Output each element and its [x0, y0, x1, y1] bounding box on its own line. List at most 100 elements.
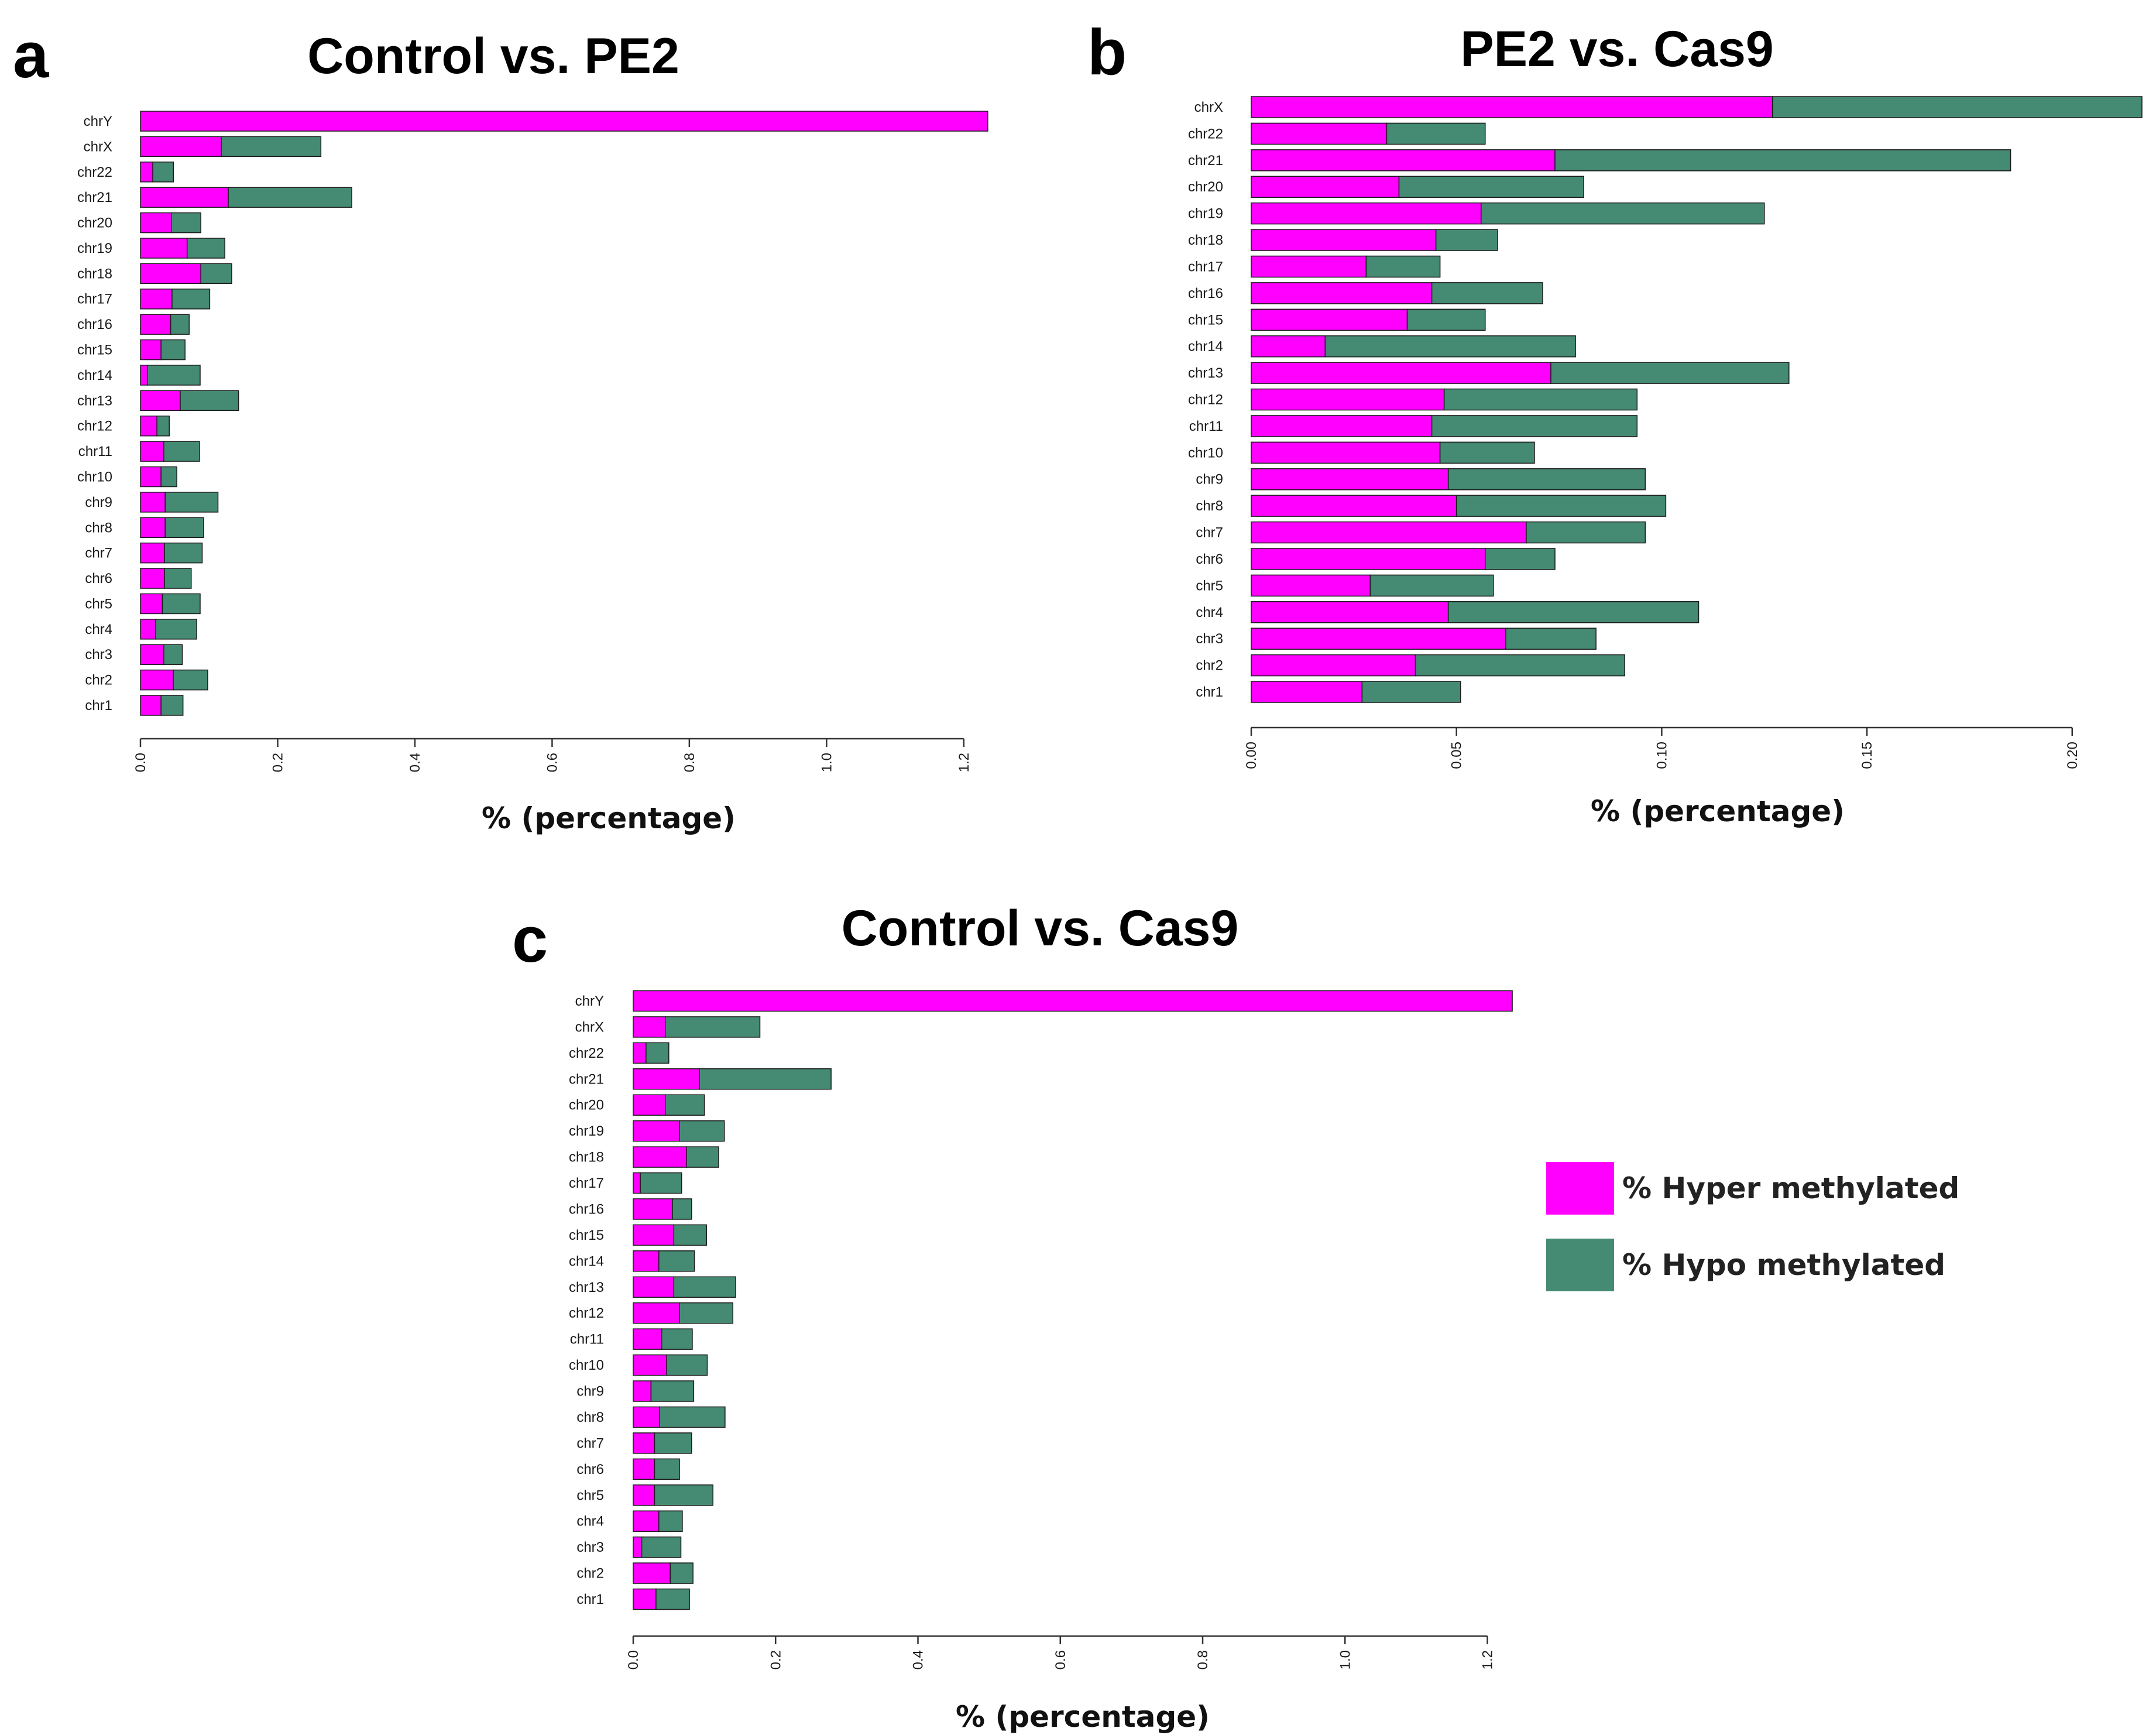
bar-hyper-chr13: [1251, 362, 1551, 384]
bar-hypo-chr12: [156, 415, 170, 437]
x-tick-label: 1.0: [819, 753, 835, 772]
panel-b-letter: b: [1087, 16, 1127, 88]
category-label-chr22: chr22: [1188, 126, 1223, 142]
category-label-chr14: chr14: [1188, 339, 1223, 355]
bar-hyper-chr10: [140, 466, 162, 488]
panel-c-xlabel: % (percentage): [956, 1700, 1210, 1734]
category-label-chr5: chr5: [576, 1487, 604, 1503]
bar-hypo-chr13: [673, 1276, 736, 1298]
category-label-chrX: chrX: [1194, 100, 1223, 115]
bar-hyper-chr15: [140, 339, 162, 361]
x-tick-label: 0.15: [1859, 742, 1875, 769]
bar-hypo-chr20: [664, 1094, 705, 1116]
bar-hypo-chr15: [160, 339, 186, 361]
bar-hyper-chr1: [140, 695, 162, 716]
x-tick-label: 0.4: [407, 753, 423, 772]
bar-hypo-chr5: [1369, 574, 1494, 597]
category-label-chr21: chr21: [77, 190, 112, 205]
bar-hyper-chr19: [1251, 202, 1482, 225]
bar-hyper-chr13: [140, 390, 181, 412]
panel-c-title: Control vs. Cas9: [842, 900, 1239, 956]
x-tick-label: 0.4: [911, 1650, 926, 1669]
bar-hyper-chr17: [140, 288, 173, 310]
category-label-chr7: chr7: [576, 1435, 604, 1451]
bar-hyper-chr9: [633, 1380, 652, 1402]
x-tick-label: 0.0: [133, 753, 149, 772]
bar-hypo-chr22: [646, 1042, 670, 1064]
category-label-chr13: chr13: [569, 1280, 604, 1295]
bar-hyper-chr2: [140, 669, 174, 691]
bar-hypo-chrX: [664, 1016, 761, 1038]
bar-hypo-chr5: [654, 1484, 713, 1506]
bar-hypo-chr7: [1526, 521, 1646, 544]
legend-hyper-swatch: [1546, 1162, 1614, 1215]
bar-hyper-chr9: [1251, 468, 1449, 491]
category-label-chr13: chr13: [1188, 365, 1223, 381]
bar-hypo-chr19: [186, 238, 225, 259]
bar-hyper-chr16: [140, 314, 171, 335]
bar-hyper-chr5: [1251, 574, 1371, 597]
bar-hypo-chr15: [1406, 308, 1486, 331]
bar-hyper-chr19: [140, 238, 188, 259]
category-label-chr11: chr11: [78, 444, 112, 460]
bar-hypo-chr14: [1324, 335, 1576, 358]
bar-hypo-chr17: [171, 288, 211, 310]
category-label-chr17: chr17: [569, 1175, 604, 1191]
category-label-chr6: chr6: [85, 571, 112, 587]
bar-hyper-chrX: [633, 1016, 666, 1038]
bar-hyper-chr21: [1251, 149, 1556, 172]
bar-hyper-chr6: [1251, 548, 1486, 570]
bar-hyper-chr12: [1251, 388, 1445, 411]
bar-hyper-chr21: [140, 187, 229, 208]
bar-hyper-chr9: [140, 492, 166, 513]
bar-hyper-chr11: [140, 441, 164, 462]
category-label-chr22: chr22: [569, 1045, 604, 1061]
category-label-chr16: chr16: [569, 1201, 604, 1217]
bar-hyper-chr14: [1251, 335, 1326, 358]
bar-hyper-chr22: [633, 1042, 647, 1064]
bar-hyper-chr5: [140, 593, 163, 615]
bar-hyper-chr8: [633, 1406, 660, 1428]
bar-hypo-chr18: [686, 1146, 719, 1168]
bar-hypo-chr20: [1398, 176, 1584, 198]
bar-hyper-chr12: [140, 415, 157, 437]
category-label-chr2: chr2: [1196, 658, 1223, 674]
bar-hyper-chr5: [633, 1484, 655, 1506]
bar-hyper-chrX: [140, 136, 222, 157]
category-label-chr19: chr19: [1188, 206, 1223, 222]
bar-hypo-chr16: [672, 1198, 692, 1220]
bar-hypo-chr3: [1505, 628, 1597, 650]
category-label-chr1: chr1: [85, 698, 112, 714]
bar-hypo-chr6: [1485, 548, 1556, 570]
bar-hyper-chr20: [633, 1094, 666, 1116]
category-label-chr13: chr13: [77, 393, 112, 409]
category-label-chr18: chr18: [1188, 232, 1223, 248]
bar-hyper-chr17: [1251, 255, 1367, 278]
category-label-chr18: chr18: [569, 1150, 604, 1165]
category-label-chr2: chr2: [85, 673, 112, 688]
bar-hypo-chr6: [654, 1458, 680, 1480]
legend: % Hyper methylated % Hypo methylated: [1546, 1162, 1959, 1291]
category-label-chrY: chrY: [84, 114, 112, 129]
bar-hypo-chr2: [1415, 654, 1626, 677]
bar-hypo-chr13: [180, 390, 239, 412]
bar-hypo-chr5: [162, 593, 201, 615]
category-label-chr8: chr8: [576, 1410, 604, 1425]
category-label-chr19: chr19: [77, 241, 112, 256]
bar-hypo-chr4: [658, 1510, 683, 1532]
panel-a-letter: a: [13, 19, 49, 91]
bar-hypo-chr3: [641, 1536, 682, 1558]
category-label-chrY: chrY: [575, 993, 604, 1009]
bar-hypo-chr4: [1447, 601, 1700, 623]
x-tick-label: 0.2: [270, 753, 286, 772]
category-label-chr12: chr12: [77, 419, 112, 434]
bar-hyper-chr14: [633, 1250, 660, 1272]
bar-hyper-chr4: [1251, 601, 1449, 623]
category-label-chr15: chr15: [77, 342, 112, 358]
category-label-chr21: chr21: [569, 1071, 604, 1087]
category-label-chr9: chr9: [85, 495, 112, 510]
x-tick-label: 0.05: [1449, 742, 1465, 769]
bar-hyper-chr13: [633, 1276, 675, 1298]
category-label-chr16: chr16: [77, 317, 112, 332]
category-label-chr7: chr7: [85, 546, 112, 561]
